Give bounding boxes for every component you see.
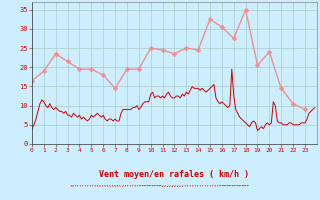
Text: ↗↗↑↑↑↑↑↑↑↑↑↖↖↖↖↖↖↖↖↖↖↗↗↑↑↑↑↑←←←←←←←←←↙↙↙↙↙↙↙↙↙↑↑↑↑↑↑↑↑↑↑↑↑↑↑→→←←←←←←←←←←: ↗↗↑↑↑↑↑↑↑↑↑↖↖↖↖↖↖↖↖↖↖↗↗↑↑↑↑↑←←←←←←←←←↙↙↙… bbox=[70, 184, 250, 188]
X-axis label: Vent moyen/en rafales ( km/h ): Vent moyen/en rafales ( km/h ) bbox=[100, 170, 249, 179]
